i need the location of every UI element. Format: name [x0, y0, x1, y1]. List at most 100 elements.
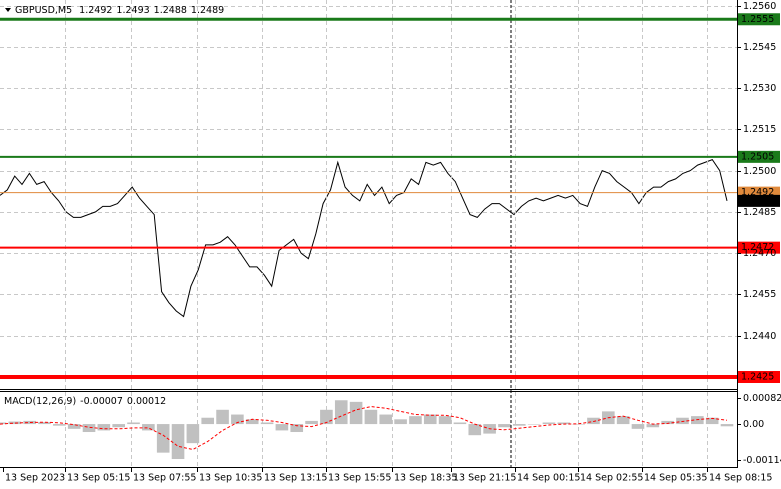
y-tick-label: 1.2485	[743, 207, 776, 218]
macd-signal: 0.00012	[127, 396, 166, 407]
macd-bar	[720, 424, 734, 427]
macd-bar	[438, 416, 452, 425]
macd-bar	[453, 422, 467, 425]
x-tick-label: 13 Sep 05:15	[67, 473, 130, 484]
macd-bar	[67, 424, 81, 429]
macd-bar	[201, 417, 215, 425]
overlay-layer: 1.2555 1.2505 1.2492 1.2472 1.2425 1.2489	[0, 13, 780, 451]
low: 1.2488	[154, 5, 187, 16]
macd-bar	[557, 422, 571, 425]
macd-bar	[53, 424, 66, 426]
high: 1.2493	[116, 5, 149, 16]
macd-bar	[142, 424, 155, 431]
macd-bar	[23, 420, 36, 425]
level-label: 1.2425	[741, 371, 774, 382]
x-tick-label: 14 Sep 02:55	[580, 473, 643, 484]
level-label: 1.2555	[741, 14, 774, 25]
y-tick-label: 1.2455	[743, 289, 776, 300]
macd-bar	[512, 424, 526, 426]
macd-title: MACD(12,26,9)	[4, 396, 76, 407]
macd-bar	[498, 424, 511, 428]
macd-bar	[631, 424, 645, 429]
macd-bar	[275, 424, 289, 431]
macd-bar	[112, 424, 125, 428]
macd-bar	[676, 417, 689, 425]
y-tick-label: 1.2440	[743, 331, 776, 342]
macd-bar	[646, 424, 660, 428]
macd-bar	[216, 409, 229, 425]
current-price-label: 1.2489	[741, 195, 774, 206]
macd-bar	[82, 424, 96, 433]
x-tick-label: 13 Sep 21:15	[453, 473, 516, 484]
macd-bar	[661, 420, 674, 425]
y-tick-label: 1.2530	[743, 83, 776, 94]
macd-main: -0.00007	[80, 396, 123, 407]
x-tick-label: 13 Sep 13:15	[264, 473, 327, 484]
macd-bar	[616, 416, 630, 425]
y-tick-label: -0.00114	[743, 455, 781, 466]
macd-bar	[379, 414, 393, 425]
macd-header: MACD(12,26,9) -0.00007 0.00012	[4, 396, 166, 407]
y-tick-label: 1.2545	[743, 42, 776, 53]
close: 1.2489	[191, 5, 224, 16]
symbol-title: GBPUSD,M5	[15, 5, 72, 16]
macd-bar	[542, 422, 556, 425]
macd-bar	[245, 419, 259, 425]
x-tick-label: 13 Sep 15:55	[328, 473, 391, 484]
macd-bar	[231, 414, 244, 425]
macd-bar	[705, 417, 719, 425]
y-tick-label: 0.00	[743, 419, 764, 430]
signal-line	[0, 406, 728, 451]
macd-bar	[8, 421, 22, 425]
y-tick-label: 1.2500	[743, 166, 776, 177]
symbol-menu-arrow[interactable]	[5, 8, 11, 12]
macd-bar	[527, 424, 541, 425]
macd-bar	[468, 424, 482, 436]
macd-bar	[691, 416, 704, 425]
macd-bar	[349, 401, 363, 425]
level-label: 1.2472	[741, 242, 774, 253]
macd-bar	[171, 424, 185, 460]
macd-bar	[334, 400, 348, 425]
x-tick-label: 13 Sep 18:35	[394, 473, 457, 484]
y-tick-label: 1.2470	[743, 248, 776, 259]
macd-bar	[290, 424, 304, 433]
x-tick-label: 13 Sep 10:35	[199, 473, 262, 484]
macd-bar	[186, 424, 200, 444]
macd-bar	[423, 414, 437, 425]
level-label-bg	[738, 13, 780, 26]
y-tick-label: 1.2515	[743, 124, 776, 135]
open: 1.2492	[79, 5, 112, 16]
macd-bar	[127, 422, 140, 425]
level-label-bg	[738, 150, 780, 163]
x-tick-label: 14 Sep 05:35	[644, 473, 707, 484]
plot-layer	[0, 0, 737, 466]
macd-bar	[587, 417, 600, 425]
x-tick-label: 14 Sep 08:15	[709, 473, 772, 484]
macd-bar	[260, 422, 274, 425]
level-label-bg	[738, 241, 780, 254]
y-tick-label: 0.00082	[743, 393, 781, 404]
level-label: 1.2505	[741, 151, 774, 162]
macd-bar	[394, 419, 407, 425]
macd-bar	[0, 422, 7, 425]
macd-bar	[38, 422, 51, 425]
x-tick-label: 13 Sep 07:55	[133, 473, 196, 484]
level-label-bg	[738, 370, 780, 383]
macd-bar	[97, 424, 111, 431]
y-tick-label: 1.2560	[743, 1, 776, 12]
x-tick-label: 13 Sep 2023	[5, 473, 65, 484]
macd-bar	[305, 420, 318, 425]
macd-bar	[409, 416, 422, 425]
chart-header: GBPUSD,M5 1.2492 1.2493 1.2488 1.2489	[15, 5, 224, 16]
macd-bar	[320, 409, 333, 425]
macd-bar	[156, 424, 170, 453]
level-label: 1.2492	[741, 187, 774, 198]
current-price-bg	[738, 194, 780, 207]
x-tick-label: 14 Sep 00:15	[517, 473, 580, 484]
macd-bar	[364, 409, 378, 425]
macd-bar	[572, 424, 585, 425]
